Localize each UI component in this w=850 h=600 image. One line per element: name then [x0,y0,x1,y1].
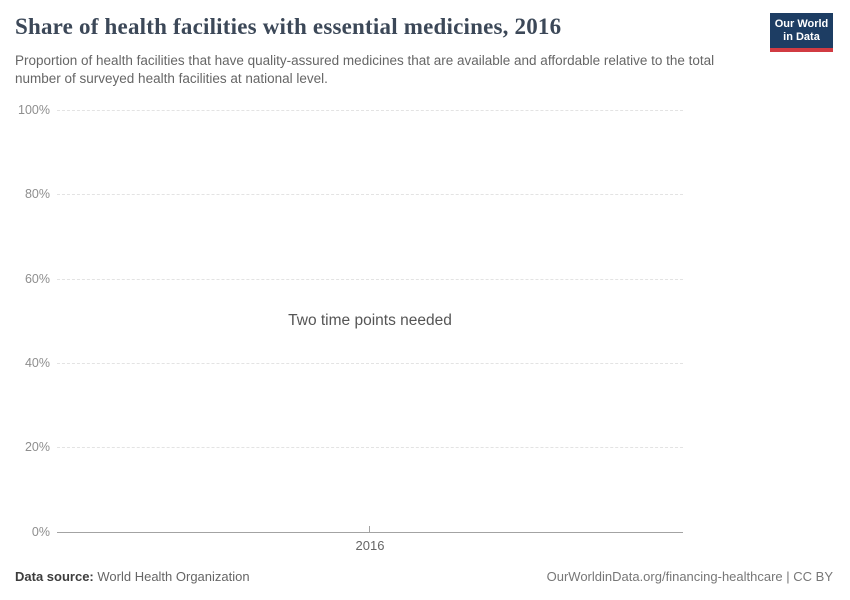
gridline [57,363,683,364]
y-axis-tick-label: 100% [18,103,50,117]
y-axis-tick-label: 20% [24,440,50,454]
y-axis-tick-label: 60% [24,272,50,286]
x-axis-tick-mark [369,526,370,532]
gridline [57,447,683,448]
gridline [57,279,683,280]
chart-title: Share of health facilities with essentia… [15,14,562,39]
y-axis-tick-label: 80% [24,187,50,201]
x-axis-line [57,532,683,533]
gridline [57,110,683,111]
y-axis-tick-label: 0% [31,525,50,539]
x-axis-tick-label: 2016 [355,538,385,553]
chart-subtitle: Proportion of health facilities that hav… [15,53,715,86]
owid-logo-line2: in Data [783,30,820,43]
owid-logo-line1: Our World [774,17,829,30]
gridline [57,194,683,195]
owid-logo[interactable]: Our World in Data [770,13,833,52]
data-source: Data source: World Health Organization [15,569,250,584]
data-source-value: World Health Organization [97,569,250,584]
attribution-link[interactable]: OurWorldinData.org/financing-healthcare … [546,569,833,584]
data-source-label: Data source: [15,569,94,584]
y-axis-tick-label: 40% [24,356,50,370]
empty-state-message: Two time points needed [288,312,452,329]
